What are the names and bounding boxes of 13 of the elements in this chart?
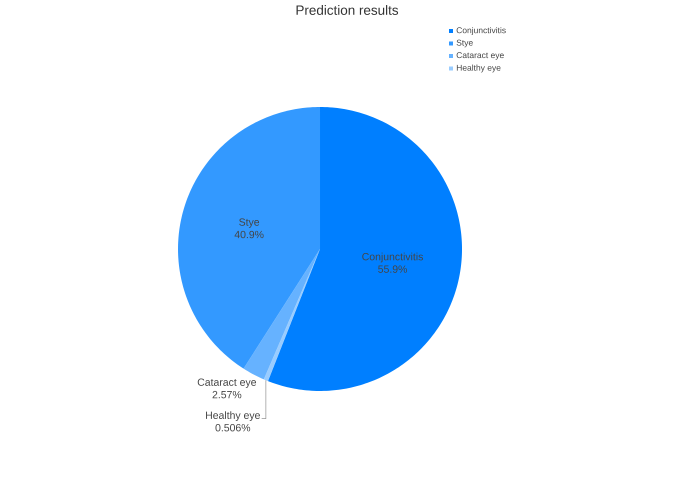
slice-label: Conjunctivitis bbox=[362, 252, 423, 262]
data-label: 0.506% bbox=[215, 424, 250, 432]
slice-label: Stye bbox=[239, 218, 260, 228]
data-label: 40.9% bbox=[234, 230, 264, 238]
data-label: 55.9% bbox=[378, 265, 408, 273]
legend-label: Healthy eye bbox=[456, 64, 501, 72]
legend-label: Cataract eye bbox=[456, 52, 504, 60]
slice-label: Cataract eye bbox=[198, 378, 256, 388]
slice-label: Healthy eye bbox=[206, 411, 260, 422]
legend-label: Stye bbox=[456, 40, 473, 48]
chart-title: Prediction results bbox=[296, 5, 398, 15]
data-label: 2.57% bbox=[212, 390, 242, 398]
legend-label: Conjunctivitis bbox=[456, 27, 506, 35]
